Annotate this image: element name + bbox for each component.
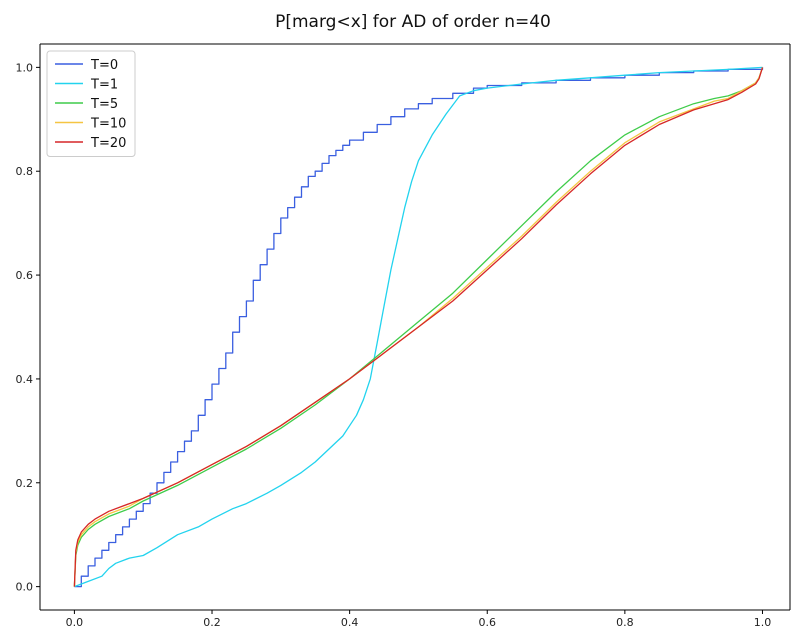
- y-tick-label: 0.6: [16, 269, 34, 282]
- y-tick-label: 1.0: [16, 61, 34, 74]
- chart-title: P[marg<x] for AD of order n=40: [275, 12, 551, 32]
- x-tick-label: 0.0: [66, 616, 84, 629]
- y-tick-label: 0.8: [16, 165, 34, 178]
- x-tick-label: 0.8: [616, 616, 634, 629]
- legend-label: T=1: [90, 78, 118, 93]
- x-tick-label: 0.2: [203, 616, 221, 629]
- x-tick-label: 1.0: [754, 616, 772, 629]
- series-layer: [73, 66, 764, 588]
- x-tick-label: 0.6: [478, 616, 496, 629]
- legend: T=0 T=1 T=5 T=10 T=20: [46, 50, 136, 157]
- legend-label: T=5: [90, 97, 118, 112]
- legend-label: T=10: [90, 117, 126, 132]
- legend-label: T=20: [90, 136, 126, 151]
- series-line-t-0: [74, 67, 764, 588]
- series-line-t-20: [73, 67, 764, 587]
- x-tick-label: 0.4: [341, 616, 359, 629]
- legend-box: [46, 50, 136, 157]
- y-tick-label: 0.4: [16, 373, 34, 386]
- plot-axes: 0.0 0.2 0.4 0.6 0.8 1.0 0.0 0.2 0.4 0.6 0.8 1.0: [16, 43, 791, 629]
- series-line-t-5: [73, 67, 764, 587]
- y-tick-label: 0.0: [16, 581, 34, 594]
- legend-label: T=0: [90, 58, 118, 73]
- series-line-t-1: [74, 66, 763, 588]
- y-tick-label: 0.2: [16, 477, 34, 490]
